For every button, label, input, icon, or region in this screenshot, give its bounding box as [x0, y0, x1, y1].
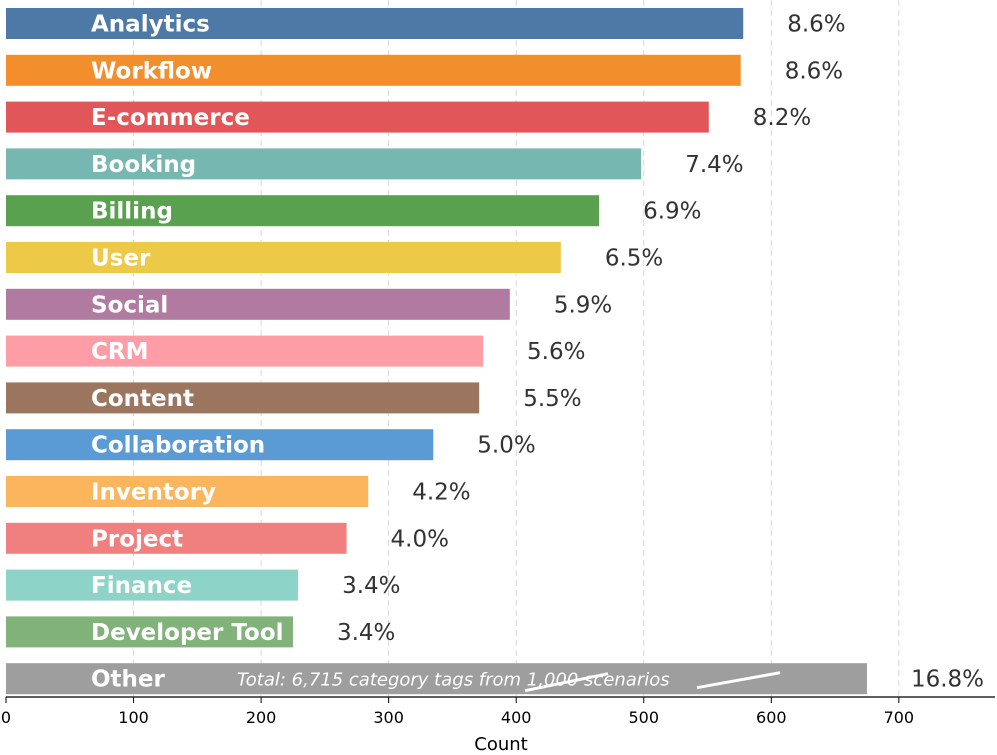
bar	[6, 195, 600, 227]
x-tick-label: 600	[756, 708, 787, 727]
x-axis-title: Count	[474, 734, 527, 755]
bar	[6, 429, 434, 461]
bar-category-label: Finance	[91, 573, 192, 599]
bar-category-label: User	[91, 246, 151, 272]
bar	[6, 522, 347, 554]
x-tick-label: 400	[501, 708, 532, 727]
x-tick-label: 500	[628, 708, 659, 727]
bar-category-label: Workflow	[91, 58, 212, 84]
bar	[6, 101, 709, 133]
annotation-stroke	[696, 671, 781, 690]
bar	[6, 288, 510, 320]
bar-category-label: Content	[91, 386, 194, 412]
bar-category-label: Developer Tool	[91, 620, 284, 646]
bar-percent-label: 3.4%	[337, 620, 395, 646]
bar-category-label: Analytics	[91, 12, 210, 38]
bar-percent-label: 5.0%	[477, 433, 535, 459]
bar-percent-label: 8.6%	[787, 12, 845, 38]
bar-percent-label: 6.5%	[605, 246, 663, 272]
bar-percent-label: 4.2%	[412, 480, 470, 506]
bar	[6, 569, 299, 601]
bar-percent-label: 5.9%	[554, 292, 612, 318]
bar-percent-label: 3.4%	[342, 573, 400, 599]
bar	[6, 616, 293, 648]
bar-percent-label: 6.9%	[643, 199, 701, 225]
bar	[6, 382, 480, 414]
bar-percent-label: 5.6%	[527, 339, 585, 365]
bar	[6, 242, 561, 273]
bar	[6, 663, 867, 695]
x-tick-label: 200	[246, 708, 277, 727]
bar-percent-label: 16.8%	[911, 667, 984, 693]
bar-percent-label: 8.6%	[785, 58, 843, 84]
bar-category-label: Social	[91, 292, 168, 318]
x-axis: 0 100 200 300 400 500 600 700	[1, 696, 995, 727]
bar-category-label: Inventory	[91, 480, 216, 506]
annotation-stroke	[524, 672, 609, 693]
bar-category-label: Collaboration	[91, 433, 265, 459]
bar-percent-label: 5.5%	[523, 386, 581, 412]
bar-percent-label: 8.2%	[753, 105, 811, 131]
bar	[6, 476, 369, 507]
bar-category-label: Booking	[91, 152, 196, 178]
bar-percent-label: 4.0%	[391, 526, 449, 552]
bar	[6, 54, 741, 86]
bar	[6, 335, 484, 367]
x-tick-label: 0	[1, 708, 11, 727]
bar-percent-label: 7.4%	[685, 152, 743, 178]
bar	[6, 8, 744, 39]
x-tick-label: 700	[884, 708, 915, 727]
x-tick-label: 100	[118, 708, 149, 727]
bar-category-label: Project	[91, 526, 183, 552]
bar-category-label: E-commerce	[91, 105, 250, 131]
total-annotation: Total: 6,715 category tags from 1,000 sc…	[237, 670, 670, 691]
bar	[6, 148, 642, 180]
annotation: Total: 6,715 category tags from 1,000 sc…	[237, 670, 781, 693]
bar-category-label: Other	[91, 667, 166, 693]
x-tick-label: 300	[373, 708, 404, 727]
bar-category-label: CRM	[91, 339, 148, 365]
bars: Analytics 8.6% Workflow 8.6% E-commerce 8.2% B…	[6, 8, 984, 695]
bar-category-label: Billing	[91, 199, 173, 225]
